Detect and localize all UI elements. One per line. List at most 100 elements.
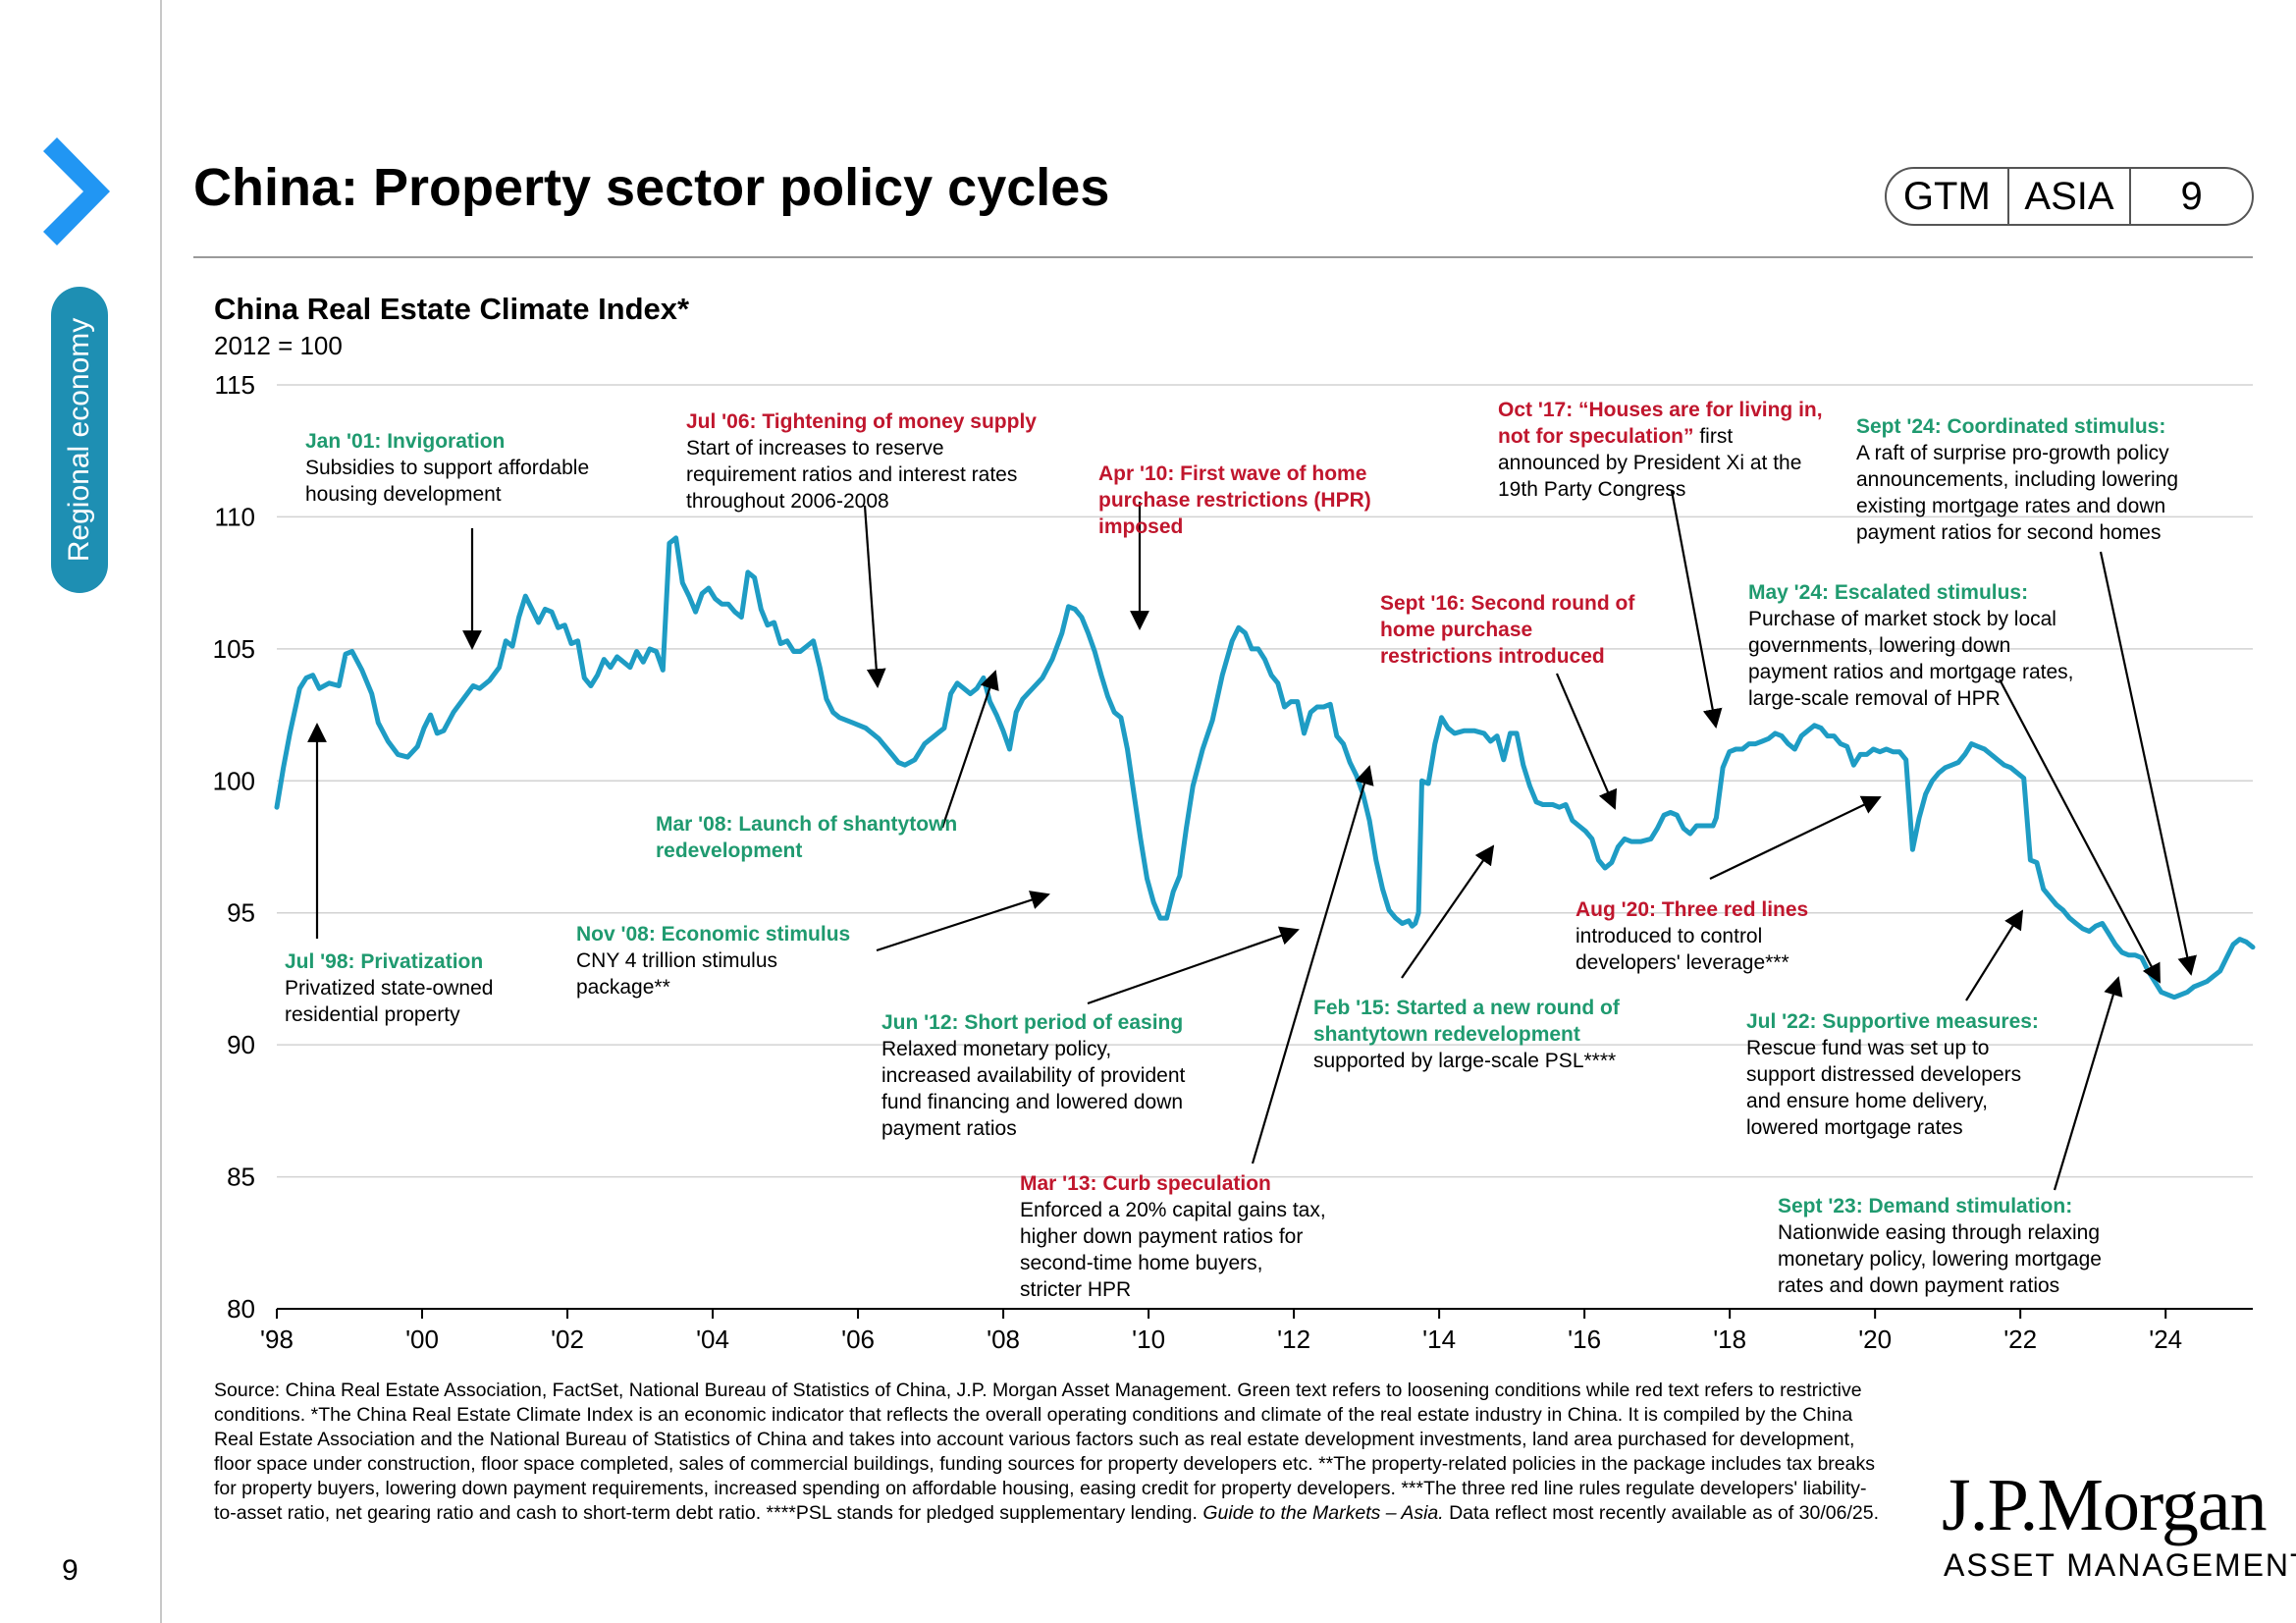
x-tick-label: '06: [841, 1325, 875, 1354]
annotation-jan01: Jan '01: Invigoration Subsidies to suppo…: [305, 428, 589, 508]
annotation-heading: Nov '08: Economic stimulus: [576, 923, 851, 946]
asset-management-logo: ASSET MANAGEMENT: [1944, 1547, 2296, 1583]
annotation-line: supported by large-scale PSL****: [1313, 1050, 1617, 1072]
annotation-oct17: Oct '17: “Houses are for living in, not …: [1498, 397, 1837, 503]
x-tick-label: '24: [2149, 1325, 2182, 1354]
x-tick-label: '18: [1713, 1325, 1746, 1354]
annotation-line: stricter HPR: [1020, 1278, 1132, 1301]
annotation-heading: Aug '20: Three red lines: [1575, 898, 1809, 921]
annotation-heading: Jul '22: Supportive measures:: [1746, 1010, 2039, 1033]
annotation-line: payment ratios for second homes: [1856, 521, 2162, 544]
source-date: Data reflect most recently available as …: [1443, 1502, 1879, 1524]
annotation-line: A raft of surprise pro-growth policy: [1856, 442, 2169, 464]
annotation-sep24: Sept '24: Coordinated stimulus: A raft o…: [1856, 413, 2178, 546]
annotation-line: second-time home buyers,: [1020, 1252, 1263, 1274]
annotation-sep23: Sept '23: Demand stimulation: Nationwide…: [1778, 1193, 2102, 1299]
annotation-line: CNY 4 trillion stimulus: [576, 949, 778, 972]
source-footnote: Source: China Real Estate Association, F…: [214, 1379, 1888, 1526]
annotation-heading: Oct '17: “Houses are for living in, not …: [1498, 399, 1823, 448]
annotation-jun12: Jun '12: Short period of easing Relaxed …: [881, 1009, 1185, 1142]
annotation-line: existing mortgage rates and down: [1856, 495, 2166, 517]
x-tick-label: '08: [987, 1325, 1020, 1354]
annotation-arrow: [1709, 795, 1882, 880]
y-tick-label: 105: [213, 634, 255, 664]
annotation-mar13: Mar '13: Curb speculation Enforced a 20%…: [1020, 1170, 1326, 1303]
annotation-line: throughout 2006-2008: [686, 490, 889, 513]
x-tick-label: '14: [1422, 1325, 1456, 1354]
source-text: Source: China Real Estate Association, F…: [214, 1380, 1875, 1524]
x-tick-label: '98: [260, 1325, 294, 1354]
annotation-aug20: Aug '20: Three red lines introduced to c…: [1575, 896, 1808, 976]
badge-gtm: GTM: [1902, 174, 1991, 218]
source-guide: Guide to the Markets – Asia.: [1202, 1502, 1444, 1524]
annotation-heading: Sept '24: Coordinated stimulus:: [1856, 415, 2166, 438]
y-tick-label: 90: [227, 1030, 255, 1059]
side-tab-regional-economy[interactable]: Regional economy: [51, 287, 108, 593]
annotation-line: first announced by President Xi at the 1…: [1498, 425, 1802, 501]
chevron-logo-icon: [43, 137, 110, 245]
annotation-line: housing development: [305, 483, 502, 506]
annotation-line: large-scale removal of HPR: [1748, 687, 2001, 710]
annotation-arrow: [2053, 976, 2123, 1191]
annotation-jul06: Jul '06: Tightening of money supply Star…: [686, 408, 1037, 514]
annotation-line: Relaxed monetary policy,: [881, 1038, 1112, 1060]
annotation-arrow: [1251, 765, 1374, 1164]
left-divider: [160, 0, 162, 1623]
annotation-line: lowered mortgage rates: [1746, 1116, 1963, 1139]
y-tick-label: 95: [227, 898, 255, 928]
annotation-feb15: Feb '15: Started a new round of shantyto…: [1313, 995, 1662, 1074]
annotation-arrow: [876, 891, 1050, 952]
annotation-line: announcements, including lowering: [1856, 468, 2179, 491]
annotation-line: Privatized state-owned: [285, 977, 494, 1000]
annotation-heading: Sept '23: Demand stimulation:: [1778, 1195, 2073, 1217]
annotation-jul98: Jul '98: Privatization Privatized state-…: [285, 948, 493, 1028]
annotation-line: rates and down payment ratios: [1778, 1274, 2060, 1297]
annotation-apr10: Apr '10: First wave of home purchase res…: [1098, 460, 1411, 540]
annotation-sep16: Sept '16: Second round of home purchase …: [1380, 590, 1645, 670]
annotation-heading: Jul '98: Privatization: [285, 950, 484, 973]
annotation-heading: Apr '10: First wave of home purchase res…: [1098, 462, 1371, 538]
annotation-heading: Mar '13: Curb speculation: [1020, 1172, 1271, 1195]
y-tick-label: 80: [227, 1294, 255, 1324]
annotation-line: and ensure home delivery,: [1746, 1090, 1988, 1112]
annotation-may24: May '24: Escalated stimulus: Purchase of…: [1748, 579, 2074, 712]
annotation-line: governments, lowering down: [1748, 634, 2011, 657]
y-tick-label: 85: [227, 1163, 255, 1192]
annotation-arrow: [1999, 678, 2161, 984]
badge-page: 9: [2129, 169, 2252, 224]
annotation-arrow: [2099, 551, 2197, 976]
annotation-line: Start of increases to reserve: [686, 437, 944, 460]
gtm-badge: GTM ASIA 9: [1885, 167, 2254, 226]
annotation-heading: Sept '16: Second round of home purchase …: [1380, 592, 1635, 668]
x-tick-label: '04: [696, 1325, 729, 1354]
jpmorgan-logo: J.P.Morgan: [1942, 1464, 2268, 1546]
annotation-line: developers' leverage***: [1575, 951, 1789, 974]
annotation-mar08: Mar '08: Launch of shantytown redevelopm…: [656, 811, 970, 864]
annotation-arrow: [940, 670, 999, 829]
annotation-heading: Jul '06: Tightening of money supply: [686, 410, 1037, 433]
index-line: [274, 535, 2256, 1001]
x-tick-label: '12: [1277, 1325, 1310, 1354]
annotation-arrow: [1965, 909, 2024, 1001]
x-tick-label: '20: [1858, 1325, 1892, 1354]
annotation-arrow: [863, 505, 886, 688]
annotation-line: package**: [576, 976, 670, 999]
page-title: China: Property sector policy cycles: [193, 158, 1110, 217]
title-rule: [193, 256, 2253, 258]
annotation-line: support distressed developers: [1746, 1063, 2022, 1086]
badge-region: ASIA: [2006, 169, 2130, 224]
annotation-heading: Jun '12: Short period of easing: [881, 1011, 1184, 1034]
annotation-line: increased availability of provident: [881, 1064, 1186, 1087]
x-tick-label: '02: [551, 1325, 584, 1354]
annotation-line: higher down payment ratios for: [1020, 1225, 1304, 1248]
annotation-line: Enforced a 20% capital gains tax,: [1020, 1199, 1326, 1221]
annotation-heading: Feb '15: Started a new round of shantyto…: [1313, 997, 1620, 1046]
annotation-line: Nationwide easing through relaxing: [1778, 1221, 2101, 1244]
annotation-line: monetary policy, lowering mortgage: [1778, 1248, 2102, 1271]
x-tick-label: '22: [2003, 1325, 2037, 1354]
annotation-arrow: [1087, 926, 1300, 1005]
x-tick-label: '10: [1132, 1325, 1165, 1354]
y-tick-label: 110: [215, 502, 255, 531]
annotation-nov08: Nov '08: Economic stimulus CNY 4 trillio…: [576, 921, 850, 1001]
